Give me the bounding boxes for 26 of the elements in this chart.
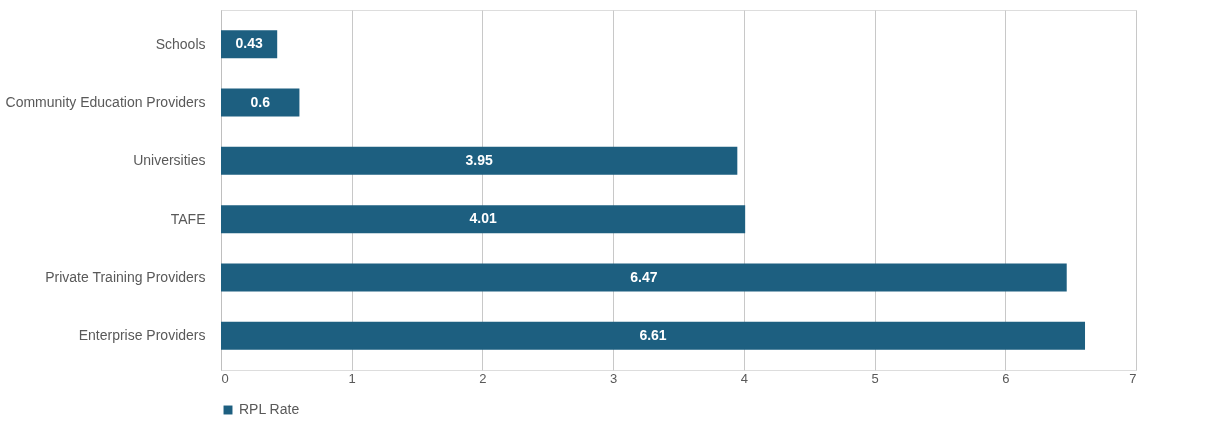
x-tick-label: 4	[740, 370, 748, 386]
bar	[221, 146, 738, 175]
bar	[221, 321, 1086, 350]
x-tick-label: 6	[1002, 370, 1010, 386]
x-tick-label: 1	[348, 370, 356, 386]
y-tick-label: Private Training Providers	[45, 269, 206, 285]
legend-label: RPL Rate	[239, 401, 300, 417]
x-tick-label: 0	[221, 370, 229, 386]
data-label: 6.47	[630, 268, 658, 285]
x-tick-label: 7	[1129, 370, 1137, 386]
bar	[221, 263, 1067, 292]
x-tick-label: 5	[871, 370, 879, 386]
data-label: 4.01	[469, 210, 497, 227]
y-tick-label: Schools	[155, 35, 206, 52]
y-tick-label: TAFE	[170, 210, 206, 227]
data-label: 0.6	[250, 93, 271, 110]
x-tick-label: 3	[610, 370, 618, 386]
data-label: 3.95	[465, 151, 493, 168]
bar	[221, 88, 300, 117]
y-tick-label: Universities	[133, 152, 206, 169]
data-label: 6.61	[639, 326, 667, 343]
bar	[221, 205, 746, 234]
y-tick-label: Community Education Providers	[5, 94, 206, 110]
y-tick-label: Enterprise Providers	[78, 327, 206, 344]
x-tick-label: 2	[479, 370, 487, 386]
data-label: 0.43	[235, 35, 263, 52]
